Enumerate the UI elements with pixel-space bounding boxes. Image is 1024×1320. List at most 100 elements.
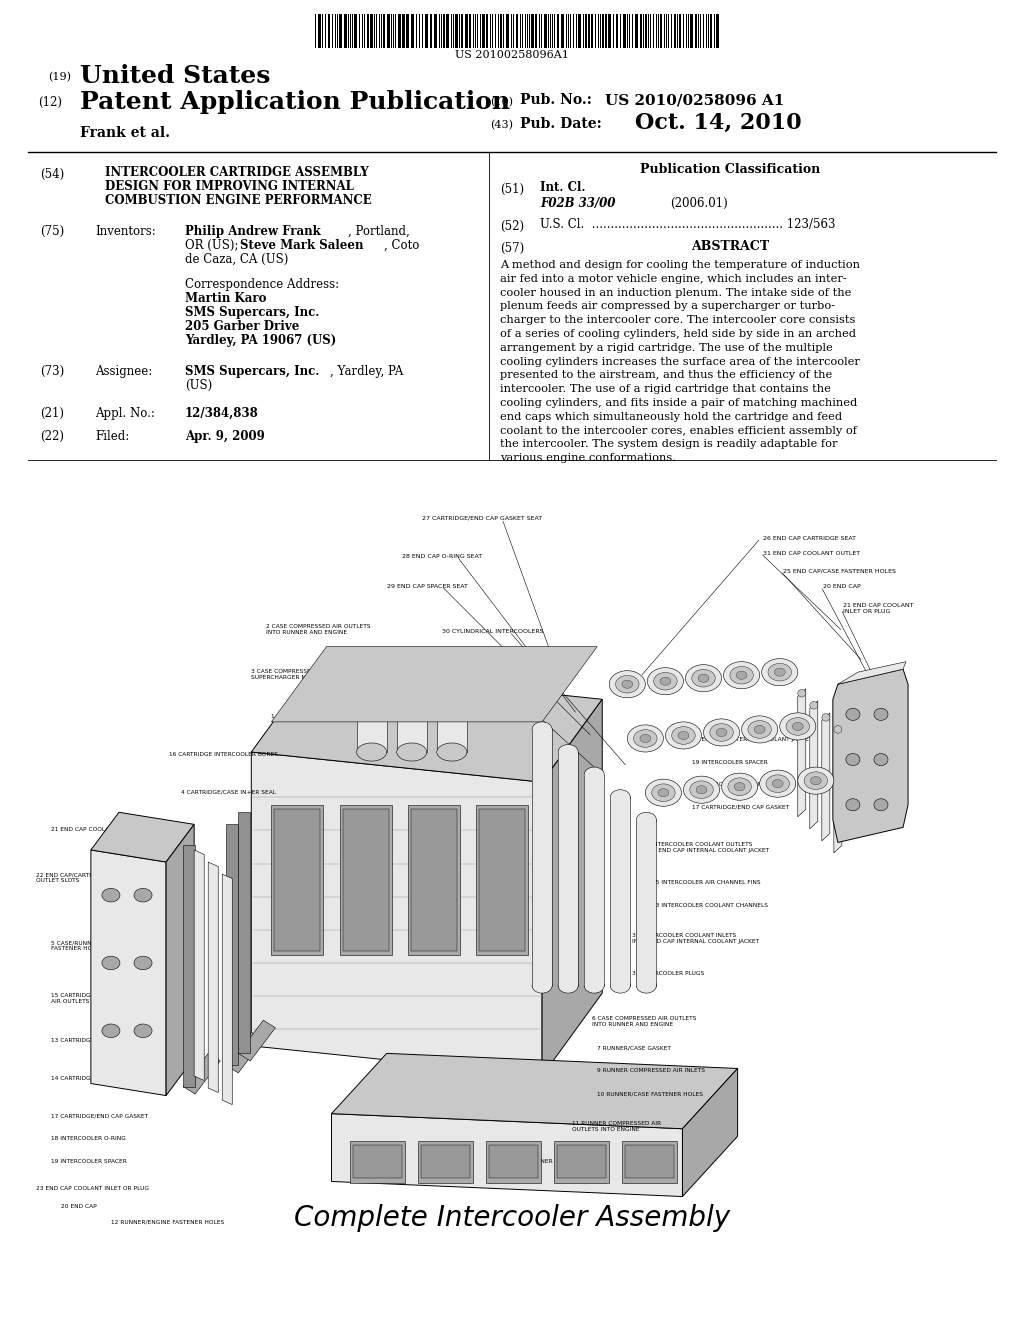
Text: Correspondence Address:: Correspondence Address: — [185, 279, 339, 290]
Text: charger to the intercooler core. The intercooler core consists: charger to the intercooler core. The int… — [500, 315, 855, 325]
Text: (12): (12) — [38, 96, 62, 110]
Text: INTERCOOLER CARTRIDGE ASSEMBLY: INTERCOOLER CARTRIDGE ASSEMBLY — [105, 166, 369, 180]
Polygon shape — [623, 1140, 678, 1183]
Ellipse shape — [741, 715, 777, 743]
Polygon shape — [437, 669, 467, 752]
Ellipse shape — [609, 671, 645, 698]
Ellipse shape — [690, 781, 714, 799]
Ellipse shape — [730, 667, 754, 684]
Text: (22): (22) — [40, 430, 63, 444]
Bar — [455, 15, 458, 48]
Polygon shape — [554, 1140, 609, 1183]
Polygon shape — [834, 725, 842, 853]
Text: Yardley, PA 19067 (US): Yardley, PA 19067 (US) — [185, 334, 336, 347]
Text: 11 RUNNER COMPRESSED AIR
OUTLETS INTO ENGINE: 11 RUNNER COMPRESSED AIR OUTLETS INTO EN… — [572, 1121, 662, 1133]
Polygon shape — [271, 805, 324, 956]
Bar — [535, 15, 537, 48]
Text: 15 CARTRIDGE COMPRESSED
AIR OUTLETS: 15 CARTRIDGE COMPRESSED AIR OUTLETS — [51, 993, 137, 1005]
Text: arrangement by a rigid cartridge. The use of the multiple: arrangement by a rigid cartridge. The us… — [500, 343, 833, 352]
Bar — [443, 15, 444, 48]
Ellipse shape — [710, 723, 733, 742]
Text: 30 CYLINDRICAL INTERCOOLERS: 30 CYLINDRICAL INTERCOOLERS — [441, 630, 544, 634]
Ellipse shape — [846, 754, 860, 766]
Ellipse shape — [658, 788, 669, 797]
Bar — [343, 15, 346, 48]
Text: SMS Supercars, Inc.: SMS Supercars, Inc. — [185, 306, 319, 319]
Bar — [411, 15, 414, 48]
Ellipse shape — [873, 709, 888, 721]
Text: (75): (75) — [40, 224, 65, 238]
Bar — [710, 15, 712, 48]
Text: Apr. 9, 2009: Apr. 9, 2009 — [185, 430, 265, 444]
Text: coolant to the intercooler cores, enables efficient assembly of: coolant to the intercooler cores, enable… — [500, 425, 857, 436]
Text: 12/384,838: 12/384,838 — [185, 407, 259, 420]
Bar — [402, 15, 406, 48]
Ellipse shape — [798, 767, 834, 795]
Polygon shape — [208, 862, 218, 1093]
Text: 17 CARTRIDGE/END CAP GASKET: 17 CARTRIDGE/END CAP GASKET — [51, 1114, 147, 1118]
Text: 20 END CAP: 20 END CAP — [823, 583, 860, 589]
Bar — [557, 15, 558, 48]
Text: presented to the airstream, and thus the efficiency of the: presented to the airstream, and thus the… — [500, 371, 833, 380]
Bar — [422, 15, 423, 48]
Text: 13 CARTRIDGE: 13 CARTRIDGE — [51, 1039, 94, 1043]
Ellipse shape — [804, 772, 827, 789]
Ellipse shape — [685, 665, 722, 692]
Ellipse shape — [102, 956, 120, 970]
Text: cooler housed in an induction plenum. The intake side of the: cooler housed in an induction plenum. Th… — [500, 288, 851, 297]
Ellipse shape — [683, 776, 720, 804]
Text: 18 INTERCOOLER O-RING: 18 INTERCOOLER O-RING — [692, 783, 767, 787]
Ellipse shape — [760, 770, 796, 797]
Polygon shape — [340, 805, 391, 956]
Polygon shape — [166, 825, 195, 1096]
Bar — [660, 15, 662, 48]
Ellipse shape — [734, 783, 745, 791]
Text: 25 END CAP/CASE FASTENER HOLES: 25 END CAP/CASE FASTENER HOLES — [782, 569, 896, 574]
Polygon shape — [408, 805, 460, 956]
Bar — [386, 15, 389, 48]
Text: (54): (54) — [40, 168, 65, 181]
Text: United States: United States — [80, 63, 270, 88]
Polygon shape — [557, 1146, 606, 1179]
Bar — [397, 15, 400, 48]
Ellipse shape — [102, 888, 120, 902]
Bar — [591, 15, 593, 48]
Polygon shape — [251, 752, 542, 1076]
Text: Patent Application Publication: Patent Application Publication — [80, 90, 510, 114]
Polygon shape — [91, 812, 195, 862]
Text: Pub. No.:: Pub. No.: — [520, 92, 592, 107]
Text: , Portland,: , Portland, — [348, 224, 410, 238]
Text: U.S. Cl.  ................................................... 123/563: U.S. Cl. ...............................… — [540, 218, 836, 231]
Text: , Yardley, PA: , Yardley, PA — [330, 366, 403, 378]
Polygon shape — [239, 1020, 275, 1061]
Bar — [492, 15, 493, 48]
Ellipse shape — [134, 1024, 152, 1038]
Ellipse shape — [666, 722, 701, 748]
Ellipse shape — [736, 671, 748, 680]
Ellipse shape — [628, 725, 664, 752]
Ellipse shape — [558, 744, 579, 759]
Ellipse shape — [716, 729, 727, 737]
Text: 31 INTERCOOLER PLUGS: 31 INTERCOOLER PLUGS — [632, 970, 705, 975]
Bar — [640, 15, 641, 48]
Bar — [465, 15, 468, 48]
Bar — [560, 15, 563, 48]
Text: 7 RUNNER/CASE GASKET: 7 RUNNER/CASE GASKET — [597, 1045, 671, 1051]
Text: 31 END CAP COOLANT OUTLET: 31 END CAP COOLANT OUTLET — [763, 550, 860, 556]
Ellipse shape — [437, 743, 467, 762]
Ellipse shape — [396, 743, 427, 762]
Text: 23 END CAP COOLANT INLET OR PLUG: 23 END CAP COOLANT INLET OR PLUG — [36, 1185, 148, 1191]
Text: A method and design for cooling the temperature of induction: A method and design for cooling the temp… — [500, 260, 860, 271]
Ellipse shape — [672, 726, 695, 744]
Text: Philip Andrew Frank: Philip Andrew Frank — [185, 224, 321, 238]
Ellipse shape — [873, 799, 888, 810]
Text: 4 CARTRIDGE/CASE IN+ER SEAL: 4 CARTRIDGE/CASE IN+ER SEAL — [181, 789, 276, 795]
Text: DESIGN FOR IMPROVING INTERNAL: DESIGN FOR IMPROVING INTERNAL — [105, 180, 354, 193]
Bar — [416, 15, 417, 48]
Polygon shape — [476, 805, 528, 956]
Polygon shape — [411, 809, 457, 950]
Ellipse shape — [584, 978, 604, 993]
Polygon shape — [488, 1146, 538, 1179]
Ellipse shape — [610, 789, 631, 805]
Polygon shape — [349, 1140, 404, 1183]
